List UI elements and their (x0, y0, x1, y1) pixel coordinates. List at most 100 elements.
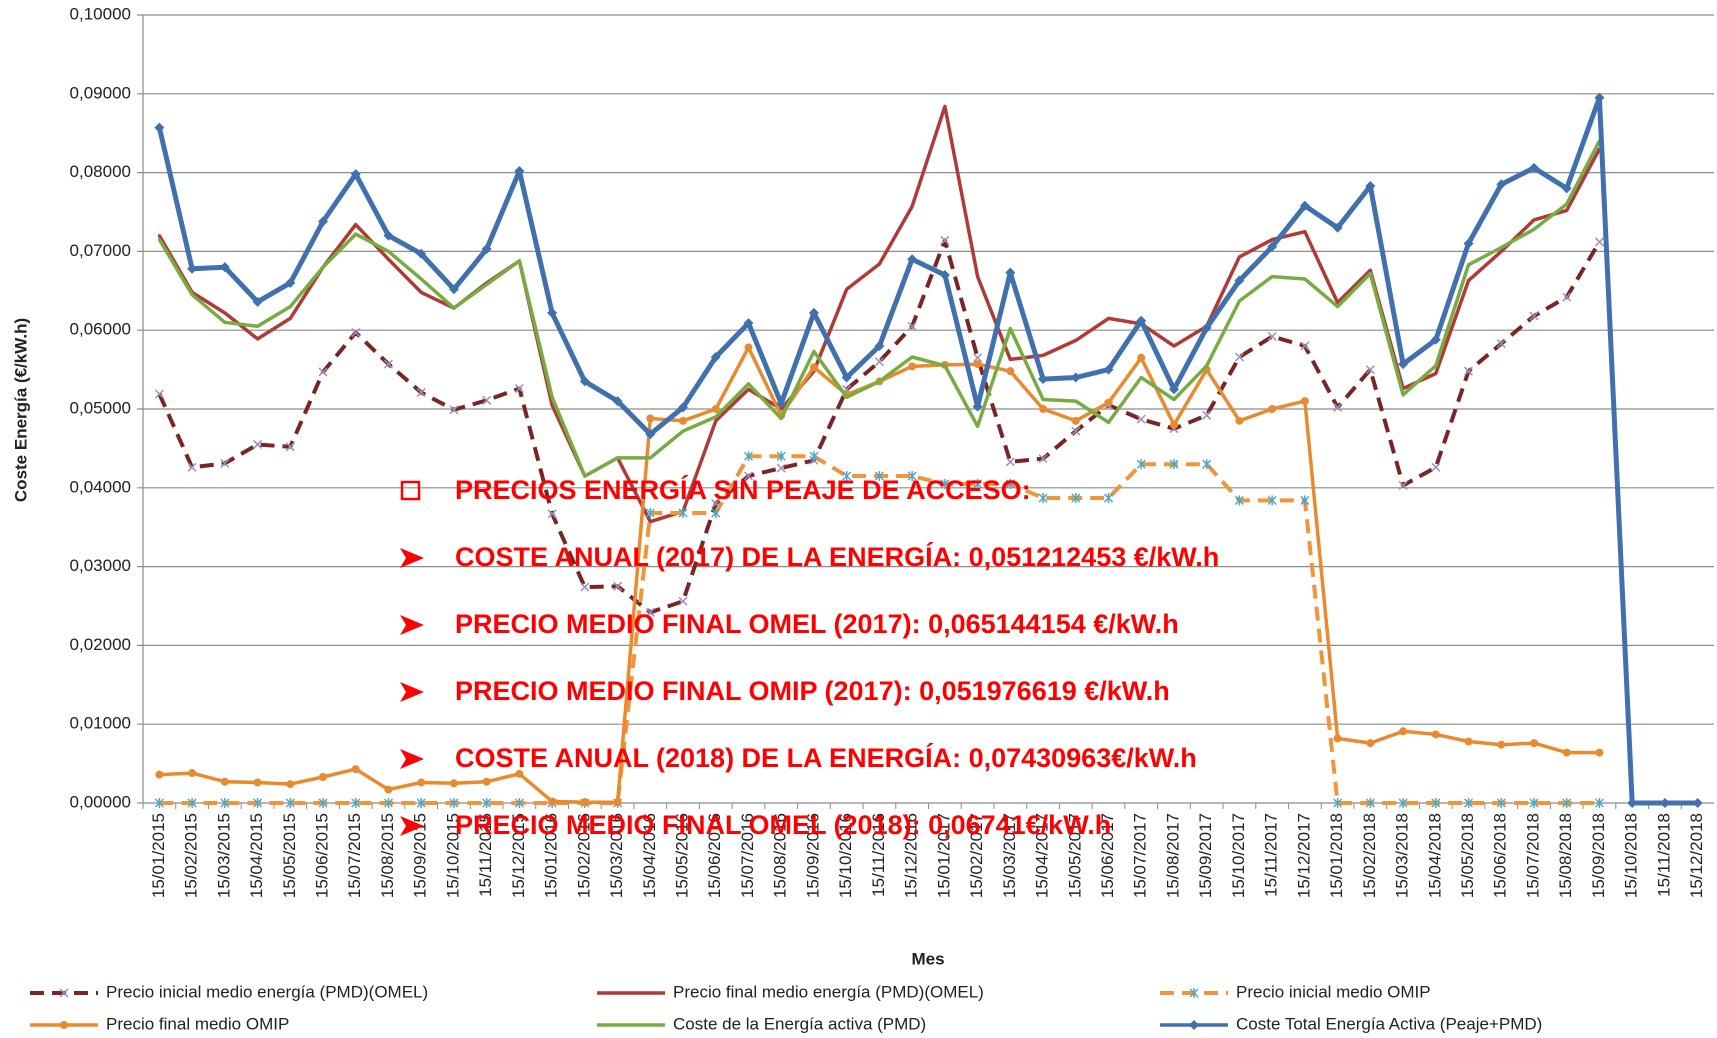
point (190, 293, 194, 297)
marker (351, 798, 361, 808)
marker (711, 508, 721, 519)
series-line (156, 95, 1698, 806)
x-tick-label: 15/09/2017 (1196, 813, 1215, 898)
marker (482, 395, 492, 405)
point (1467, 279, 1471, 283)
y-tick-label: 0,06000 (70, 320, 131, 339)
x-tick-label: 15/06/2015 (312, 813, 331, 898)
point (910, 204, 914, 208)
marker (449, 798, 459, 808)
marker (1562, 292, 1572, 302)
marker (972, 401, 983, 412)
marker (547, 307, 558, 318)
y-tick-label: 0,08000 (70, 162, 131, 181)
marker (515, 769, 524, 778)
marker (514, 798, 524, 808)
legend-item: Coste de la Energía activa (PMD) (597, 1014, 926, 1033)
marker (482, 798, 492, 808)
marker (1267, 331, 1277, 342)
point (1401, 393, 1405, 397)
y-axis-title: Coste Energía (€/kW.h) (11, 318, 30, 502)
marker (612, 396, 623, 407)
x-tick-label: 15/12/2018 (1687, 813, 1706, 898)
marker (1006, 367, 1015, 376)
marker (1038, 493, 1048, 504)
legend-item: Precio final medio OMIP (30, 1014, 289, 1033)
y-tick-label: 0,04000 (70, 477, 131, 496)
legend-item: Coste Total Energía Activa (Peaje+PMD) (1160, 1014, 1542, 1033)
x-tick-label: 15/08/2018 (1556, 813, 1575, 898)
marker (1300, 495, 1310, 506)
marker (1103, 364, 1114, 375)
marker (351, 328, 361, 338)
point (1303, 230, 1307, 234)
point (1532, 227, 1536, 231)
marker (286, 780, 295, 789)
marker (1399, 727, 1408, 736)
marker (580, 582, 590, 592)
marker (1136, 414, 1146, 424)
marker (1169, 459, 1179, 470)
point (157, 234, 161, 238)
point (1008, 327, 1012, 331)
point (1434, 364, 1438, 368)
marker (1071, 426, 1081, 436)
x-tick-label: 15/11/2017 (1262, 813, 1281, 897)
marker (1235, 416, 1244, 425)
marker (743, 318, 754, 329)
marker (1268, 405, 1277, 413)
marker (1267, 241, 1278, 252)
marker (646, 414, 655, 423)
point (714, 419, 718, 423)
point (354, 232, 358, 236)
point (1008, 357, 1012, 361)
point (976, 275, 980, 279)
marker (383, 798, 393, 808)
legend-label: Coste de la Energía activa (PMD) (673, 1014, 926, 1033)
point (1041, 353, 1045, 357)
x-tick-label: 15/10/2015 (443, 813, 462, 898)
x-tick-label: 15/01/2018 (1327, 813, 1346, 898)
point (517, 259, 521, 263)
point (746, 387, 750, 391)
marker (645, 607, 655, 617)
x-tick-label: 15/12/2016 (902, 813, 921, 898)
y-tick-label: 0,01000 (70, 714, 131, 733)
x-tick-label: 15/10/2016 (836, 813, 855, 898)
annotation: PRECIO MEDIO FINAL OMEL (2017): 0,065144… (455, 609, 1179, 639)
marker (711, 405, 720, 413)
marker (776, 398, 787, 409)
legend-label: Coste Total Energía Activa (Peaje+PMD) (1236, 1014, 1542, 1033)
point (1565, 202, 1569, 206)
point (943, 104, 947, 108)
point (1303, 277, 1307, 281)
point (681, 429, 685, 433)
marker (1659, 798, 1670, 808)
bullet-box (400, 480, 421, 501)
point (779, 407, 783, 411)
y-tick-label: 0,09000 (70, 83, 131, 102)
marker (1529, 311, 1539, 321)
x-tick-label: 15/02/2017 (967, 813, 986, 898)
marker (1529, 739, 1538, 748)
point (1237, 255, 1241, 259)
bullet-arrow (400, 548, 424, 568)
marker (548, 797, 557, 806)
point (1336, 305, 1340, 309)
marker (1333, 798, 1343, 808)
x-tick-label: 15/05/2017 (1065, 813, 1084, 898)
marker (841, 372, 852, 383)
marker (187, 798, 197, 808)
marker (1136, 315, 1147, 326)
marker (973, 353, 983, 363)
point (1139, 375, 1143, 379)
point (386, 249, 390, 253)
marker (1299, 200, 1310, 211)
marker (1234, 352, 1244, 362)
series-line (157, 140, 1601, 478)
point (943, 364, 947, 368)
point (1074, 399, 1078, 403)
x-tick-label: 15/09/2018 (1589, 813, 1608, 898)
marker (678, 402, 689, 413)
